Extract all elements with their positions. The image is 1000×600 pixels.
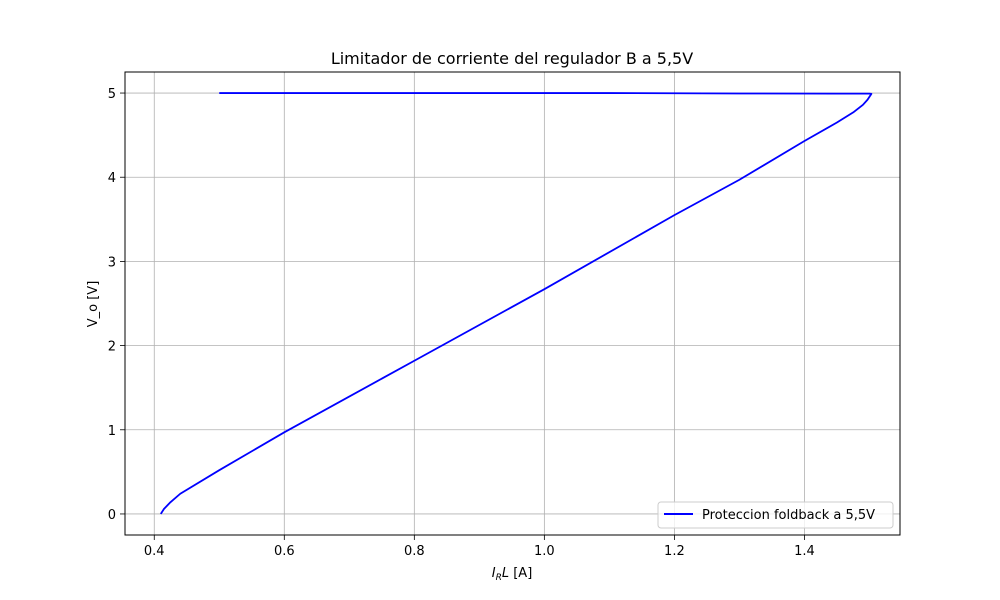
x-tick-label: 1.0 — [534, 544, 555, 559]
series-layer — [160, 92, 873, 515]
legend-box — [657, 501, 894, 529]
plot-area-frame — [124, 71, 901, 536]
y-tick-label: 2 — [108, 340, 116, 355]
y-tick-label: 0 — [108, 508, 116, 523]
chart-title: Limitador de corriente del regulador B a… — [331, 49, 693, 68]
legend-label: Proteccion foldback a 5,5V — [702, 508, 875, 523]
y-tick-label: 4 — [108, 171, 116, 186]
x-axis-label: IRL [A] — [492, 566, 533, 583]
y-tick-label: 5 — [108, 87, 116, 102]
legend: Proteccion foldback a 5,5V — [657, 501, 894, 529]
x-tick-label: 0.6 — [274, 544, 295, 559]
x-axis-ticks: 0.4 0.6 0.8 1.0 1.2 1.4 — [144, 535, 815, 559]
y-tick-label: 3 — [108, 255, 116, 270]
x-axis-label-unit: [A] — [509, 566, 532, 581]
x-axis-label-subscript: R — [496, 573, 502, 583]
y-axis-label: V_o [V] — [86, 281, 101, 328]
series-line — [160, 92, 873, 515]
x-tick-label: 1.2 — [664, 544, 685, 559]
x-axis-label-rest: L — [502, 566, 509, 581]
x-tick-label: 0.4 — [144, 544, 165, 559]
x-axis-label-main: I — [492, 566, 496, 581]
y-axis-ticks: 0 1 2 3 4 5 — [108, 87, 125, 523]
y-tick-label: 1 — [108, 424, 116, 439]
x-tick-label: 1.4 — [794, 544, 815, 559]
x-tick-label: 0.8 — [404, 544, 425, 559]
